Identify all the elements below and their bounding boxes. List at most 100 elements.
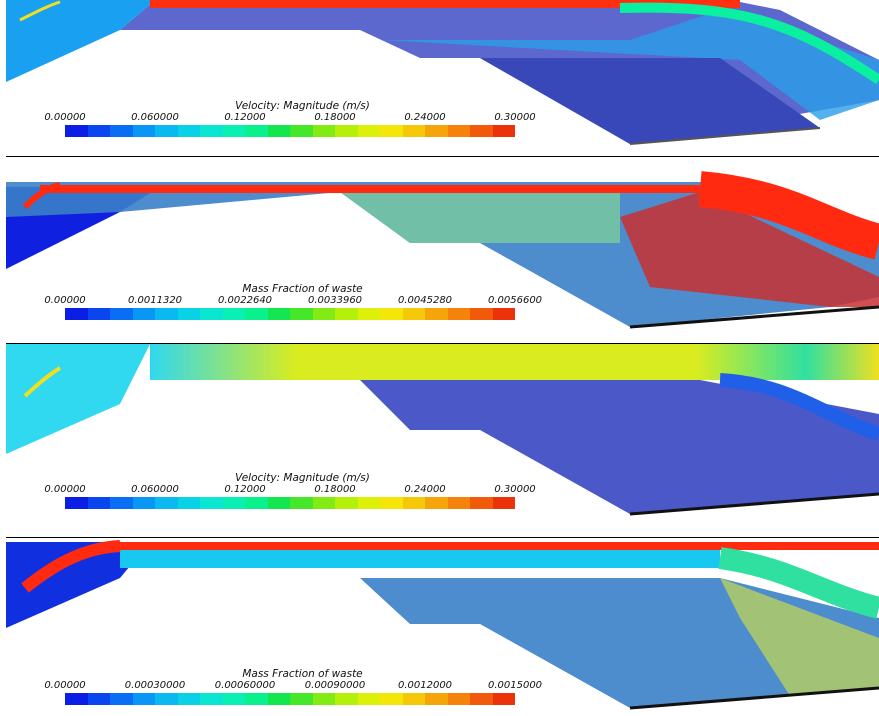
mass-fraction-panel-1: Mass Fraction of waste 0.00000 0.0011320 0… xyxy=(0,157,879,343)
colorbar-segment xyxy=(290,125,313,137)
colorbar-segment xyxy=(65,308,88,320)
legend-tick-label: 0.00000 xyxy=(44,112,86,123)
legend-title: Velocity: Magnitude (m/s) xyxy=(235,100,370,112)
colorbar-segment xyxy=(132,693,155,705)
colorbar-segment xyxy=(447,125,470,137)
legend-tick-label: 0.0033960 xyxy=(307,295,363,306)
colorbar-segment xyxy=(335,308,358,320)
colorbar-segment xyxy=(402,125,425,137)
legend-tick-label: 0.00090000 xyxy=(304,680,366,691)
legend-tick-label: 0.18000 xyxy=(314,484,356,495)
colorbar-segment xyxy=(65,497,88,509)
colorbar-segment xyxy=(110,693,133,705)
colorbar-segment xyxy=(110,308,133,320)
legend-ticks: 0.00000 0.0011320 0.0022640 0.0033960 0.0045… xyxy=(40,295,560,307)
colorbar-segment xyxy=(312,125,335,137)
colorbar-segment xyxy=(267,693,290,705)
colorbar-segment xyxy=(177,308,200,320)
colorbar-segment xyxy=(245,125,268,137)
colorbar-segment xyxy=(155,308,178,320)
colorbar-segment xyxy=(290,497,313,509)
colorbar-segment xyxy=(470,497,493,509)
colorbar-segment xyxy=(357,308,380,320)
velocity-panel-2: Velocity: Magnitude (m/s) 0.00000 0.06000… xyxy=(0,344,879,536)
legend-tick-label: 0.12000 xyxy=(224,484,266,495)
colorbar-segment xyxy=(492,125,515,137)
colorbar-segment xyxy=(470,125,493,137)
colorbar-segment xyxy=(177,693,200,705)
colorbar-segment xyxy=(402,693,425,705)
colorbar-segment xyxy=(290,308,313,320)
colorbar-segment xyxy=(132,125,155,137)
colorbar-segment xyxy=(470,308,493,320)
legend-tick-label: 0.24000 xyxy=(404,112,446,123)
colorbar-segment xyxy=(470,693,493,705)
colorbar-segment xyxy=(110,125,133,137)
velocity-panel-1: Velocity: Magnitude (m/s) 0.00000 0.06000… xyxy=(0,0,879,156)
legend-tick-label: 0.0015000 xyxy=(487,680,543,691)
legend-ticks: 0.00000 0.060000 0.12000 0.18000 0.24000 0.30… xyxy=(40,484,560,496)
legend-tick-label: 0.00000 xyxy=(44,484,86,495)
colorbar-segment xyxy=(492,308,515,320)
legend-title: Velocity: Magnitude (m/s) xyxy=(235,472,370,484)
colorbar-segment xyxy=(312,497,335,509)
colorbar xyxy=(65,693,515,705)
colorbar-segment xyxy=(425,125,448,137)
colorbar-segment xyxy=(87,308,110,320)
legend-tick-label: 0.18000 xyxy=(314,112,356,123)
colorbar-segment xyxy=(402,308,425,320)
legend-tick-label: 0.00000 xyxy=(44,680,86,691)
colorbar-segment xyxy=(222,497,245,509)
legend-tick-label: 0.060000 xyxy=(131,112,179,123)
colorbar-segment xyxy=(447,693,470,705)
legend-ticks: 0.00000 0.00030000 0.00060000 0.00090000 0.0… xyxy=(40,680,560,692)
colorbar-segment xyxy=(155,497,178,509)
mass-fraction-flow-field-2 xyxy=(6,540,879,710)
colorbar-segment xyxy=(155,693,178,705)
colorbar-segment xyxy=(200,308,223,320)
colorbar-segment xyxy=(380,693,403,705)
legend-tick-label: 0.00030000 xyxy=(124,680,186,691)
colorbar-segment xyxy=(357,497,380,509)
legend-ticks: 0.00000 0.060000 0.12000 0.18000 0.24000 0.30… xyxy=(40,112,560,124)
colorbar-segment xyxy=(267,497,290,509)
legend-title: Mass Fraction of waste xyxy=(242,668,363,680)
legend-tick-label: 0.0022640 xyxy=(217,295,273,306)
colorbar-segment xyxy=(380,125,403,137)
colorbar-segment xyxy=(447,497,470,509)
colorbar-segment xyxy=(335,693,358,705)
colorbar-segment xyxy=(380,308,403,320)
mass-fraction-flow-field-1 xyxy=(6,171,879,329)
colorbar-segment xyxy=(222,693,245,705)
legend-tick-label: 0.0011320 xyxy=(127,295,183,306)
colorbar-segment xyxy=(312,693,335,705)
colorbar-segment xyxy=(380,497,403,509)
colorbar-segment xyxy=(87,693,110,705)
colorbar-segment xyxy=(200,497,223,509)
panel-divider xyxy=(6,156,879,157)
colorbar-segment xyxy=(425,497,448,509)
velocity-flow-field-2 xyxy=(6,344,879,516)
legend-tick-label: 0.24000 xyxy=(404,484,446,495)
legend-tick-label: 0.0012000 xyxy=(397,680,453,691)
colorbar-segment xyxy=(87,125,110,137)
colorbar-segment xyxy=(245,308,268,320)
legend-title: Mass Fraction of waste xyxy=(242,283,363,295)
legend-tick-label: 0.0056600 xyxy=(487,295,543,306)
colorbar xyxy=(65,308,515,320)
colorbar-segment xyxy=(357,693,380,705)
colorbar-segment xyxy=(402,497,425,509)
colorbar-segment xyxy=(492,693,515,705)
colorbar-segment xyxy=(245,497,268,509)
colorbar-segment xyxy=(132,497,155,509)
colorbar-segment xyxy=(177,125,200,137)
legend-tick-label: 0.12000 xyxy=(224,112,266,123)
legend-tick-label: 0.00060000 xyxy=(214,680,276,691)
velocity-flow-field-1 xyxy=(6,0,879,145)
colorbar-segment xyxy=(110,497,133,509)
colorbar-segment xyxy=(200,693,223,705)
colorbar-segment xyxy=(335,497,358,509)
colorbar-segment xyxy=(335,125,358,137)
colorbar-segment xyxy=(200,125,223,137)
colorbar-segment xyxy=(312,308,335,320)
